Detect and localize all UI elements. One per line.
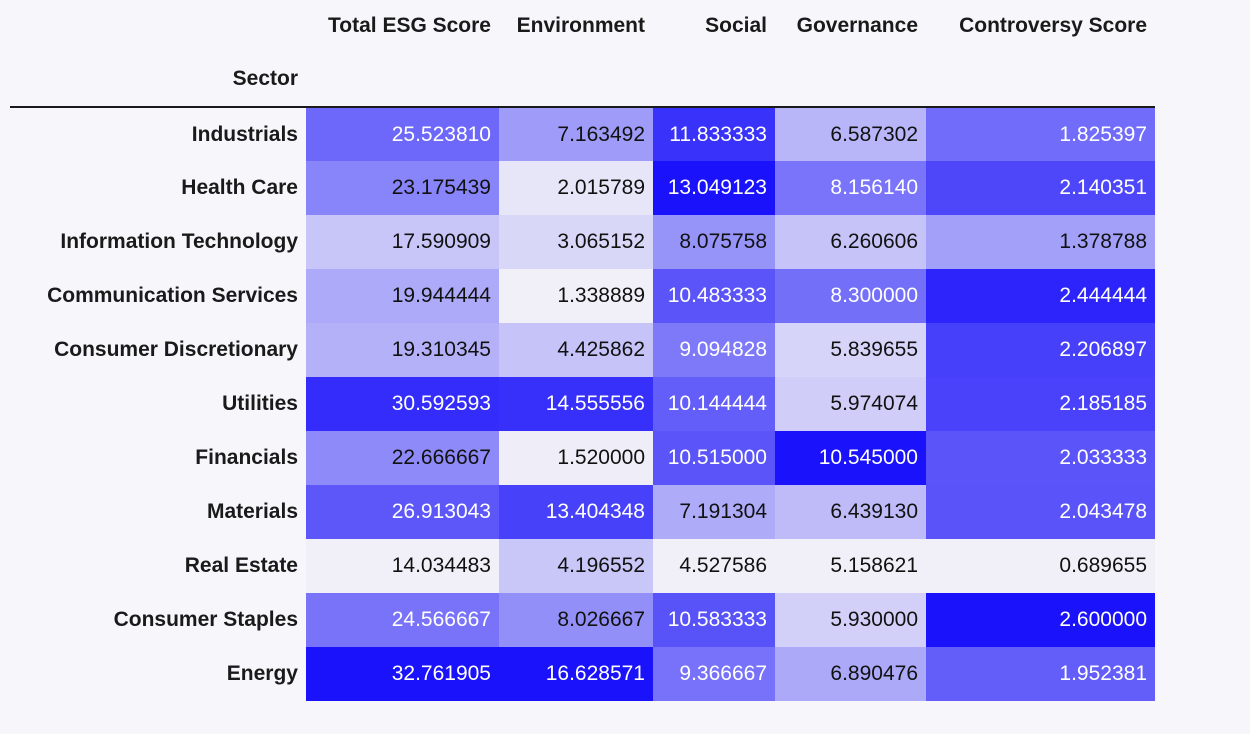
index-name-label: Sector: [232, 67, 298, 90]
heatmap-cell: 2.033333: [926, 431, 1155, 485]
heatmap-cell: 8.300000: [775, 269, 926, 323]
heatmap-cell: 2.043478: [926, 485, 1155, 539]
heatmap-cell: 16.628571: [499, 647, 653, 701]
row-label: Energy: [226, 662, 298, 685]
row-label: Consumer Staples: [113, 608, 298, 631]
heatmap-cell: 5.158621: [775, 539, 926, 593]
heatmap-cell: 30.592593: [306, 377, 499, 431]
heatmap-cell: 24.566667: [306, 593, 499, 647]
table-row: Real Estate 14.034483 4.196552 4.527586 5.15…: [10, 539, 1155, 593]
table-row: Financials 22.666667 1.520000 10.515000 10.5…: [10, 431, 1155, 485]
heatmap-cell: 11.833333: [653, 107, 775, 161]
row-label: Materials: [206, 500, 298, 523]
corner-cell: [10, 0, 306, 52]
heatmap-cell: 25.523810: [306, 107, 499, 161]
row-label: Information Technology: [60, 230, 298, 253]
table-row: Information Technology 17.590909 3.065152 8…: [10, 215, 1155, 269]
heatmap-cell: 10.583333: [653, 593, 775, 647]
row-label: Health Care: [181, 176, 298, 199]
heatmap-cell: 5.974074: [775, 377, 926, 431]
heatmap-cell: 8.156140: [775, 161, 926, 215]
heatmap-cell: 2.185185: [926, 377, 1155, 431]
heatmap-cell: 5.930000: [775, 593, 926, 647]
column-header-environment: Environment: [516, 14, 645, 37]
heatmap-cell: 8.075758: [653, 215, 775, 269]
heatmap-cell: 3.065152: [499, 215, 653, 269]
heatmap-cell: 6.890476: [775, 647, 926, 701]
table-row: Consumer Discretionary 19.310345 4.425862 9…: [10, 323, 1155, 377]
heatmap-cell: 13.049123: [653, 161, 775, 215]
heatmap-cell: 2.206897: [926, 323, 1155, 377]
heatmap-cell: 32.761905: [306, 647, 499, 701]
table-row: Health Care 23.175439 2.015789 13.049123 8.1…: [10, 161, 1155, 215]
row-label: Real Estate: [184, 554, 298, 577]
heatmap-cell: 14.034483: [306, 539, 499, 593]
row-label: Financials: [195, 446, 298, 469]
row-label: Industrials: [191, 122, 298, 146]
heatmap-cell: 4.527586: [653, 539, 775, 593]
table-row: Consumer Staples 24.566667 8.026667 10.5833…: [10, 593, 1155, 647]
heatmap-cell: 2.600000: [926, 593, 1155, 647]
heatmap-cell: 13.404348: [499, 485, 653, 539]
table-row: Communication Services 19.944444 1.338889 1…: [10, 269, 1155, 323]
heatmap-cell: 19.944444: [306, 269, 499, 323]
row-label: Communication Services: [47, 284, 298, 307]
heatmap-cell: 19.310345: [306, 323, 499, 377]
heatmap-cell: 2.444444: [926, 269, 1155, 323]
heatmap-cell: 0.689655: [926, 539, 1155, 593]
table-row: Energy 32.761905 16.628571 9.366667 6.890476…: [10, 647, 1155, 701]
heatmap-cell: 4.196552: [499, 539, 653, 593]
heatmap-cell: 1.378788: [926, 215, 1155, 269]
heatmap-cell: 9.366667: [653, 647, 775, 701]
column-header-row: Total ESG Score Environment Social Gover…: [10, 0, 1155, 52]
heatmap-cell: 10.515000: [653, 431, 775, 485]
column-header-controversy: Controversy Score: [959, 14, 1147, 37]
heatmap-cell: 10.483333: [653, 269, 775, 323]
heatmap-cell: 4.425862: [499, 323, 653, 377]
heatmap-cell: 8.026667: [499, 593, 653, 647]
heatmap-cell: 17.590909: [306, 215, 499, 269]
heatmap-cell: 5.839655: [775, 323, 926, 377]
heatmap-cell: 7.163492: [499, 107, 653, 161]
heatmap-cell: 6.587302: [775, 107, 926, 161]
table-row: Industrials 25.523810 7.163492 11.833333 6.5…: [10, 107, 1155, 161]
esg-heatmap-table: Total ESG Score Environment Social Gover…: [10, 0, 1155, 701]
row-label: Utilities: [222, 392, 298, 415]
row-label: Consumer Discretionary: [54, 338, 298, 361]
heatmap-cell: 14.555556: [499, 377, 653, 431]
heatmap-cell: 2.015789: [499, 161, 653, 215]
heatmap-cell: 1.520000: [499, 431, 653, 485]
heatmap-cell: 9.094828: [653, 323, 775, 377]
heatmap-cell: 26.913043: [306, 485, 499, 539]
heatmap-cell: 10.545000: [775, 431, 926, 485]
column-header-total-esg: Total ESG Score: [328, 14, 491, 37]
heatmap-cell: 2.140351: [926, 161, 1155, 215]
column-header-governance: Governance: [796, 14, 918, 37]
heatmap-cell: 7.191304: [653, 485, 775, 539]
heatmap-cell: 1.338889: [499, 269, 653, 323]
heatmap-cell: 22.666667: [306, 431, 499, 485]
heatmap-cell: 6.439130: [775, 485, 926, 539]
table-row: Utilities 30.592593 14.555556 10.144444 5.97…: [10, 377, 1155, 431]
heatmap-cell: 23.175439: [306, 161, 499, 215]
heatmap-cell: 1.952381: [926, 647, 1155, 701]
table-body: Industrials 25.523810 7.163492 11.833333 6.5…: [10, 107, 1155, 701]
table-row: Materials 26.913043 13.404348 7.191304 6.439…: [10, 485, 1155, 539]
index-header-row: Sector: [10, 52, 1155, 107]
heatmap-cell: 1.825397: [926, 107, 1155, 161]
heatmap-cell: 10.144444: [653, 377, 775, 431]
heatmap-cell: 6.260606: [775, 215, 926, 269]
column-header-social: Social: [705, 14, 767, 37]
